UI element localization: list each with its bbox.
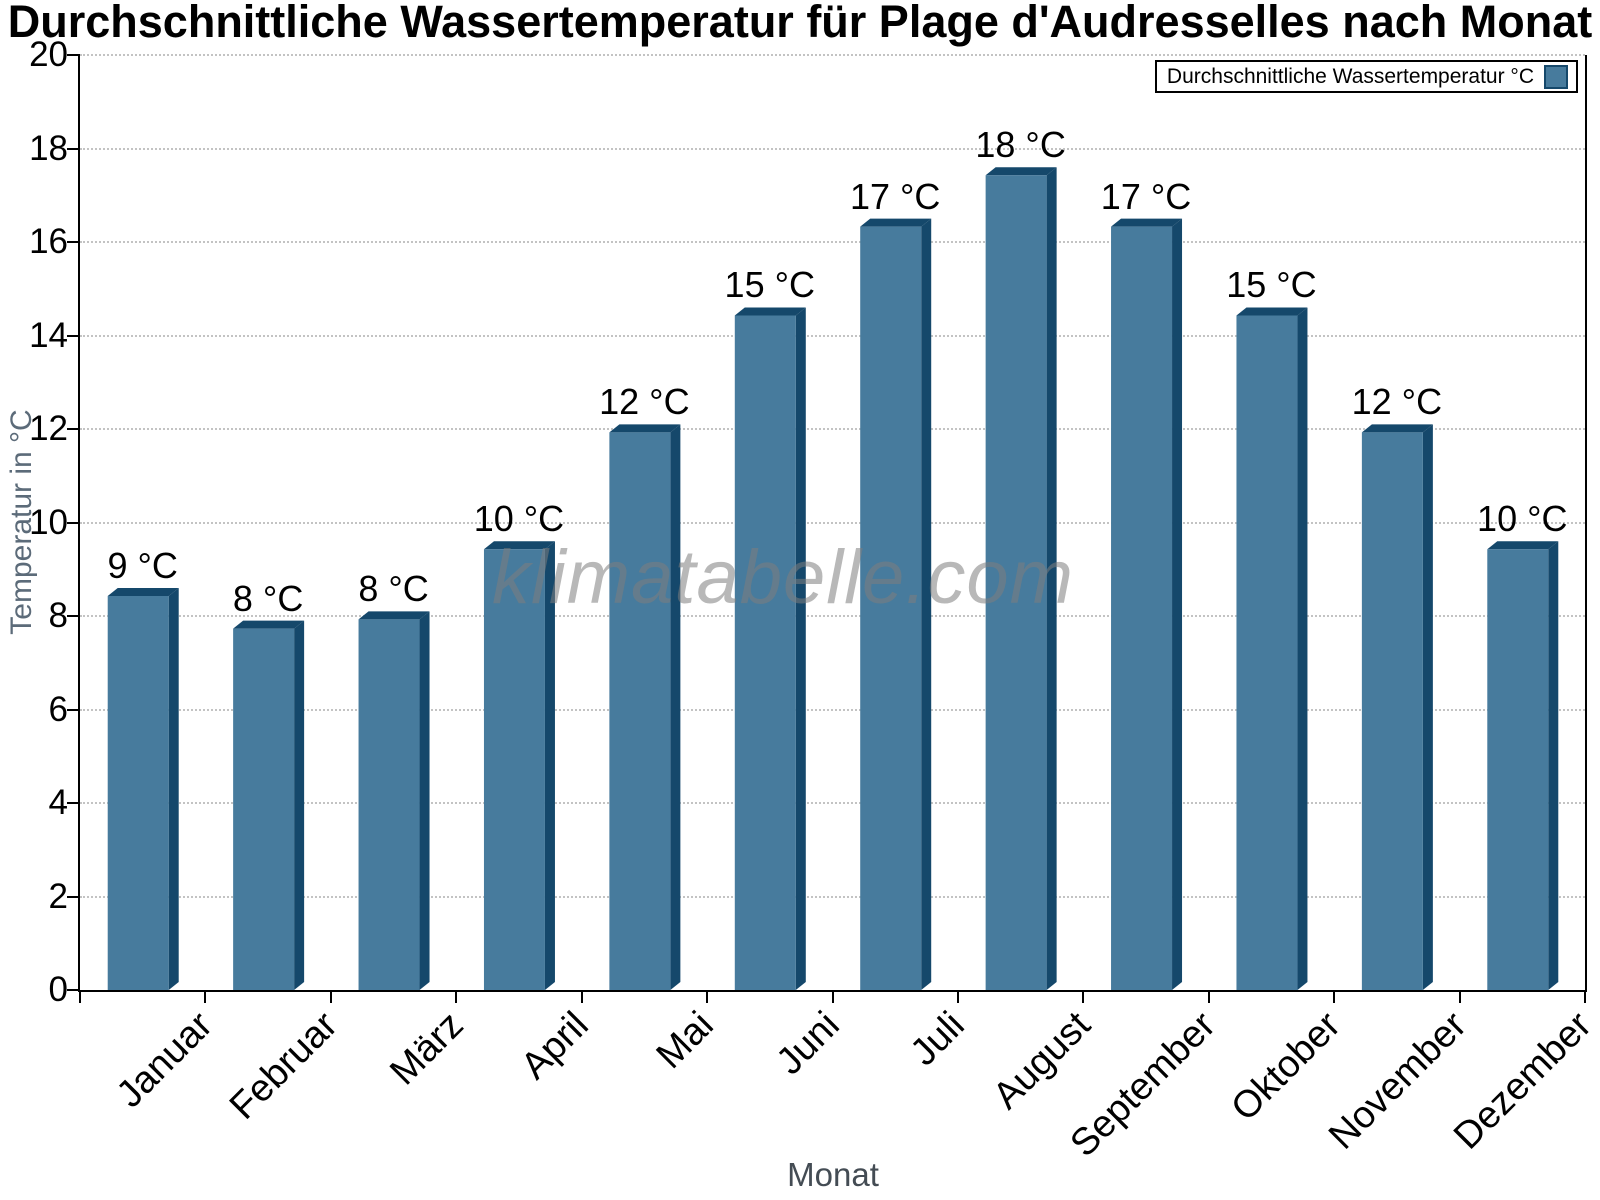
x-tick: [1333, 990, 1336, 1003]
y-tick-label: 4: [48, 783, 68, 822]
y-tick: [67, 54, 80, 56]
bar-value-label: 10 °C: [1477, 498, 1568, 540]
x-tick-label-text: Mai: [649, 1004, 723, 1077]
y-tick-label: 20: [29, 35, 68, 74]
x-tick: [1584, 990, 1586, 1003]
x-tick: [956, 990, 959, 1003]
bar-value-label: 15 °C: [1226, 264, 1317, 306]
bar: [1111, 218, 1183, 990]
x-tick: [831, 990, 834, 1003]
y-tick-label: 18: [29, 128, 68, 168]
gridline: [80, 334, 1585, 337]
bars-layer: [107, 167, 1559, 990]
gridline: [80, 521, 1585, 524]
x-tick: [329, 990, 332, 1003]
x-tick-label-text: Juni: [768, 1004, 848, 1083]
y-tick-label: 8: [48, 596, 68, 635]
chart-title: Durchschnittliche Wassertemperatur für P…: [7, 0, 1593, 47]
plot-right-border: [1585, 55, 1587, 992]
gridline: [80, 147, 1585, 150]
gridline: [80, 708, 1585, 711]
x-tick: [79, 990, 81, 1003]
gridline: [80, 895, 1585, 898]
bar-value-label: 8 °C: [358, 568, 429, 610]
y-tick-label: 12: [29, 409, 68, 448]
x-tick: [706, 990, 709, 1003]
bar-value-label: 15 °C: [724, 264, 815, 306]
y-tick: [67, 989, 80, 991]
y-tick: [67, 428, 80, 430]
bar: [1361, 424, 1433, 990]
y-tick-label: 6: [48, 689, 68, 729]
y-tick-label: 2: [48, 876, 68, 916]
bar-value-label: 12 °C: [1351, 381, 1443, 423]
bar: [107, 587, 179, 990]
bar: [609, 424, 681, 990]
bar-value-label: 17 °C: [849, 175, 941, 217]
bar-value-label: 17 °C: [1100, 175, 1192, 217]
gridline: [80, 428, 1585, 430]
bar: [734, 307, 806, 990]
x-tick-label: April: [513, 1004, 643, 1087]
gridline: [80, 241, 1585, 243]
y-tick-label: 0: [48, 970, 68, 1009]
legend-label: Durchschnittliche Wassertemperatur °C: [1166, 65, 1534, 88]
bar: [358, 611, 430, 990]
bar-value-label: 12 °C: [599, 381, 690, 423]
x-tick-label: Dezember: [1446, 1004, 1600, 1158]
x-tick-label: Juni: [768, 1004, 888, 1083]
bar: [860, 218, 932, 990]
bar: [483, 541, 555, 990]
x-tick-label: Mai: [649, 1004, 753, 1077]
x-tick: [1082, 990, 1085, 1003]
x-tick: [455, 990, 458, 1003]
y-tick: [67, 895, 80, 898]
bar: [233, 620, 305, 990]
x-tick-label-text: August: [984, 1004, 1099, 1118]
x-tick: [1207, 990, 1210, 1003]
x-tick-label-text: Juli: [902, 1004, 973, 1075]
y-tick: [67, 802, 80, 804]
gridline: [80, 615, 1585, 617]
x-axis-title: Monat: [787, 1156, 879, 1193]
y-tick: [67, 334, 80, 337]
bar: [985, 167, 1057, 990]
bar: [1487, 541, 1559, 990]
x-tick: [1458, 990, 1461, 1003]
bar-value-label: 9 °C: [107, 544, 178, 586]
y-tick: [67, 147, 80, 150]
y-axis-line: [78, 55, 80, 992]
bar: [1236, 307, 1308, 990]
bar-value-label: 18 °C: [975, 124, 1066, 166]
x-tick-label: März: [382, 1004, 526, 1093]
gridline: [80, 54, 1585, 56]
bar-value-label: 10 °C: [473, 498, 565, 540]
y-tick: [67, 521, 80, 524]
x-tick: [204, 990, 207, 1003]
plot-area: [80, 54, 1585, 990]
y-tick: [67, 615, 80, 617]
x-tick-label: Juli: [903, 1004, 1000, 1074]
x-tick: [580, 990, 583, 1003]
y-tick: [67, 241, 80, 243]
legend-swatch: [1544, 64, 1568, 89]
x-tick-label-text: Januar: [108, 1004, 221, 1116]
y-tick-label: 16: [29, 222, 68, 261]
y-tick-label: 10: [29, 502, 68, 542]
gridline: [80, 802, 1585, 804]
y-tick-label: 14: [29, 315, 68, 355]
legend: Durchschnittliche Wassertemperatur °C: [1155, 60, 1578, 93]
y-tick: [67, 708, 80, 711]
bar-value-label: 8 °C: [232, 577, 304, 619]
